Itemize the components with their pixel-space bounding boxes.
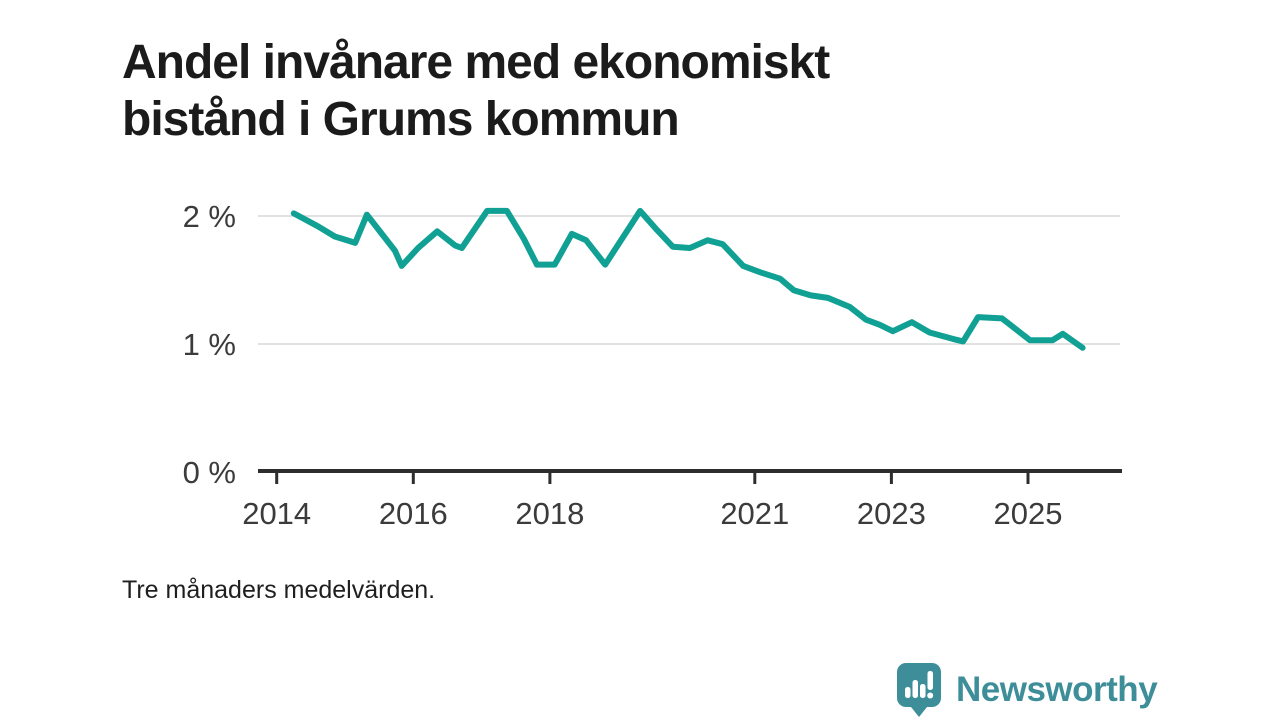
y-axis-tick-label: 1 % xyxy=(183,327,236,362)
bar-1 xyxy=(905,687,911,698)
x-axis-tick-label: 2014 xyxy=(242,496,311,531)
newsworthy-wordmark: Newsworthy xyxy=(956,670,1158,709)
speech-bubble-shape xyxy=(897,663,941,717)
x-axis-tick-label: 2025 xyxy=(994,496,1063,531)
y-axis-tick-label: 0 % xyxy=(183,455,236,490)
data-line xyxy=(290,207,1086,351)
bar-2 xyxy=(912,680,918,698)
y-axis-tick-label: 2 % xyxy=(183,199,236,234)
bar-3 xyxy=(920,684,926,698)
chart-title: Andel invånare med ekonomiskt bistånd i … xyxy=(122,36,830,147)
x-axis-tick-label: 2021 xyxy=(720,496,789,531)
x-axis-tick-label: 2016 xyxy=(379,496,448,531)
newsworthy-bubble-chart-icon xyxy=(897,663,941,717)
newsworthy-logo: Newsworthy xyxy=(896,662,1158,718)
x-axis-tick-label: 2018 xyxy=(515,496,584,531)
chart-footnote: Tre månaders medelvärden. xyxy=(122,576,436,604)
exclamation-dot xyxy=(927,692,934,699)
x-axis-tick-label: 2023 xyxy=(857,496,926,531)
exclamation-bar xyxy=(927,671,933,690)
